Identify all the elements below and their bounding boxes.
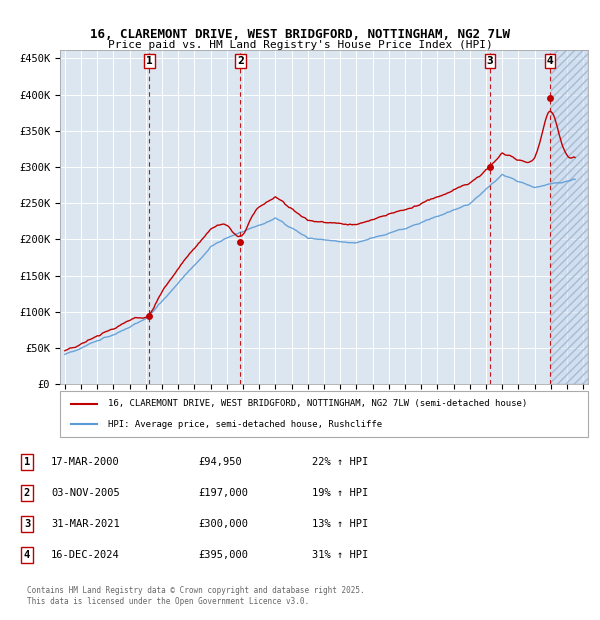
Text: 3: 3: [487, 56, 493, 66]
Bar: [551, 50, 588, 384]
Text: 3: 3: [24, 519, 30, 529]
Text: 31-MAR-2021: 31-MAR-2021: [51, 519, 120, 529]
Text: Price paid vs. HM Land Registry's House Price Index (HPI): Price paid vs. HM Land Registry's House …: [107, 40, 493, 50]
Text: 22% ↑ HPI: 22% ↑ HPI: [312, 457, 368, 467]
Text: 4: 4: [24, 550, 30, 560]
Text: £94,950: £94,950: [198, 457, 242, 467]
Text: 16, CLAREMONT DRIVE, WEST BRIDGFORD, NOTTINGHAM, NG2 7LW: 16, CLAREMONT DRIVE, WEST BRIDGFORD, NOT…: [90, 28, 510, 41]
Text: 16-DEC-2024: 16-DEC-2024: [51, 550, 120, 560]
Text: 31% ↑ HPI: 31% ↑ HPI: [312, 550, 368, 560]
Text: £395,000: £395,000: [198, 550, 248, 560]
Text: 16, CLAREMONT DRIVE, WEST BRIDGFORD, NOTTINGHAM, NG2 7LW (semi-detached house): 16, CLAREMONT DRIVE, WEST BRIDGFORD, NOT…: [107, 399, 527, 408]
Text: HPI: Average price, semi-detached house, Rushcliffe: HPI: Average price, semi-detached house,…: [107, 420, 382, 428]
Text: £300,000: £300,000: [198, 519, 248, 529]
Text: 1: 1: [24, 457, 30, 467]
Text: This data is licensed under the Open Government Licence v3.0.: This data is licensed under the Open Gov…: [27, 597, 309, 606]
Text: 13% ↑ HPI: 13% ↑ HPI: [312, 519, 368, 529]
FancyBboxPatch shape: [60, 391, 588, 437]
Text: 2: 2: [24, 488, 30, 498]
Text: 19% ↑ HPI: 19% ↑ HPI: [312, 488, 368, 498]
Text: £197,000: £197,000: [198, 488, 248, 498]
Text: 03-NOV-2005: 03-NOV-2005: [51, 488, 120, 498]
Bar: [551, 50, 588, 384]
Text: 4: 4: [547, 56, 553, 66]
Text: 2: 2: [237, 56, 244, 66]
Text: 17-MAR-2000: 17-MAR-2000: [51, 457, 120, 467]
Text: 1: 1: [146, 56, 152, 66]
Text: Contains HM Land Registry data © Crown copyright and database right 2025.: Contains HM Land Registry data © Crown c…: [27, 586, 365, 595]
